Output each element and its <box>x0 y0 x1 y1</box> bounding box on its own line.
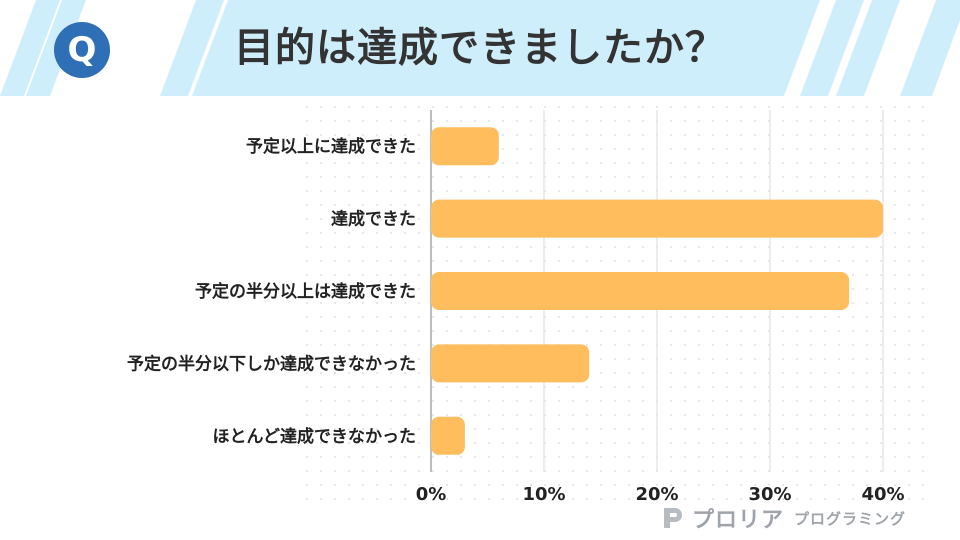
question-badge-icon: Q <box>54 22 110 78</box>
page-title: 目的は達成できましたか？ <box>234 25 726 71</box>
header-stripes <box>0 0 960 96</box>
bar <box>431 344 590 383</box>
bar <box>431 272 850 310</box>
category-label: 予定の半分以上は達成できた <box>195 281 416 302</box>
brand-footer: プロリア プログラミング <box>660 502 906 534</box>
x-tick-label: 0% <box>416 484 447 505</box>
bar <box>431 199 883 238</box>
bar <box>431 127 499 166</box>
proria-p-logo-icon <box>663 508 682 528</box>
category-label: ほとんど達成できなかった <box>213 426 417 447</box>
category-label: 予定以上に達成できた <box>246 136 416 157</box>
x-tick-label: 20% <box>635 484 678 505</box>
bar <box>431 416 465 455</box>
category-label: 予定の半分以下しか達成できなかった <box>127 353 416 374</box>
x-tick-label: 40% <box>861 484 904 505</box>
brand-name: プロリア <box>691 508 784 533</box>
x-tick-label: 10% <box>522 484 565 505</box>
brand-subtitle: プログラミング <box>793 509 906 528</box>
header-banner: Q 目的は達成できましたか？ <box>0 0 960 96</box>
category-label: 達成できた <box>331 209 416 230</box>
x-tick-label: 30% <box>748 484 791 505</box>
